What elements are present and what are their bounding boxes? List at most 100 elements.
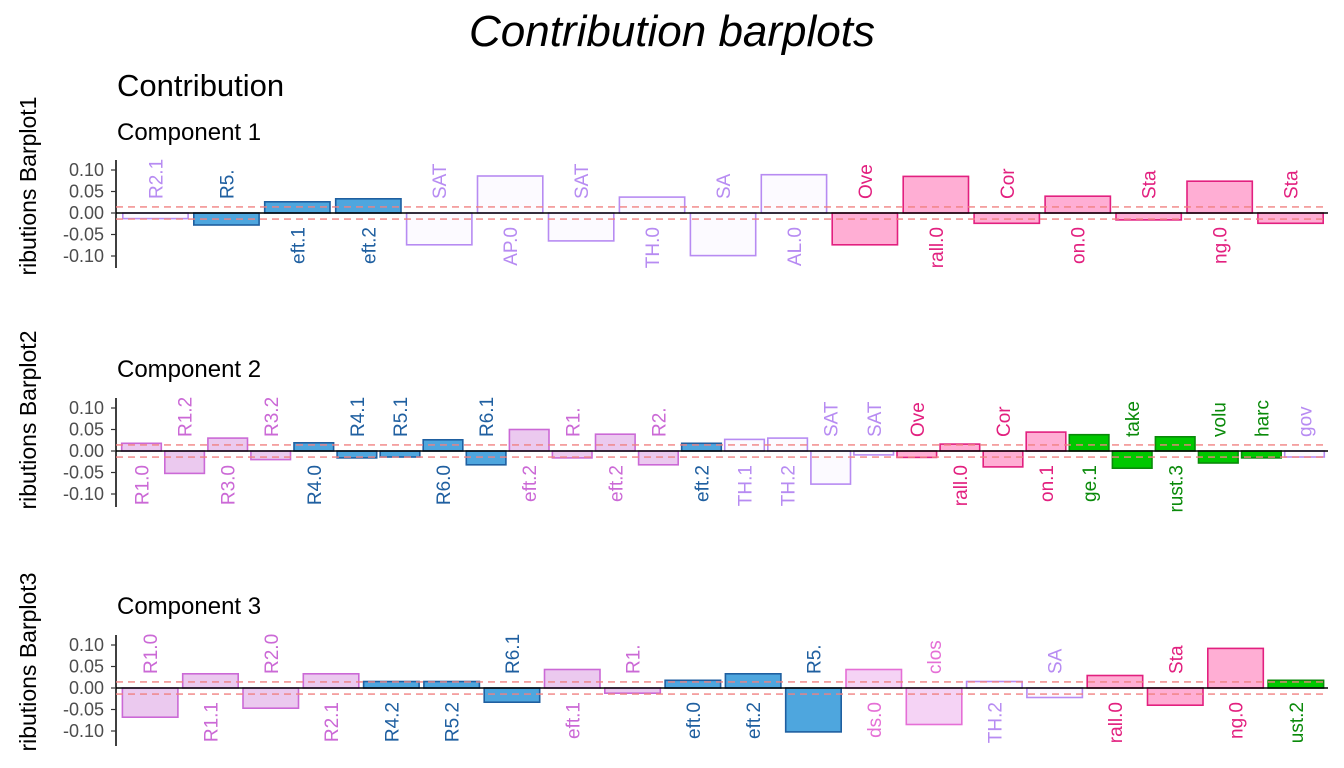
bar-label: eft.1 xyxy=(563,702,584,739)
bar-label: eft.2 xyxy=(744,702,765,739)
bar xyxy=(1025,431,1067,452)
bar-label: AL.0 xyxy=(785,227,806,266)
bar-label: rust.3 xyxy=(1166,465,1187,513)
bar-label: R4.2 xyxy=(382,702,403,742)
bar xyxy=(405,212,473,246)
bar-label: eft.1 xyxy=(288,227,309,264)
bar xyxy=(508,428,550,452)
bar xyxy=(242,687,300,710)
bar-label: ust.2 xyxy=(1287,702,1308,743)
bar xyxy=(181,672,239,689)
bar-label: R3.2 xyxy=(262,397,283,437)
bar-label: Sta xyxy=(1140,170,1161,199)
bar-label: R2.1 xyxy=(147,159,168,199)
bar-label: harc xyxy=(1252,400,1273,437)
y-tick-label: 0.10 xyxy=(69,398,104,418)
bar-label: TH.2 xyxy=(985,702,1006,743)
bar-label: gov xyxy=(1296,406,1317,437)
bar-label: Ove xyxy=(856,164,877,199)
bar-label: R2. xyxy=(649,407,670,437)
bar xyxy=(250,450,292,461)
bar-label: on.1 xyxy=(1037,465,1058,502)
y-tick-label: 0.00 xyxy=(69,203,104,223)
y-tick-label: -0.05 xyxy=(63,700,104,720)
bar-label: eft.2 xyxy=(606,465,627,502)
y-tick-label: 0.05 xyxy=(69,420,104,440)
bar xyxy=(1154,435,1196,452)
bar-label: TH.1 xyxy=(736,465,757,506)
y-axis-label: ributions Barplot2 xyxy=(15,331,41,510)
bar-label: R6.1 xyxy=(503,634,524,674)
bar-label: R5. xyxy=(805,644,826,674)
bar xyxy=(594,433,636,452)
bar-label: ge.1 xyxy=(1080,465,1101,502)
bar-label: eft.0 xyxy=(684,702,705,739)
bar xyxy=(680,442,723,452)
y-tick-label: -0.05 xyxy=(63,225,104,245)
y-axis-label: ributions Barplot1 xyxy=(15,97,41,276)
y-tick-label: -0.10 xyxy=(63,721,104,741)
bar-label: AP.0 xyxy=(501,227,522,266)
bar-label: SA xyxy=(714,173,735,199)
bar xyxy=(293,441,335,452)
bar-label: clos xyxy=(925,640,946,674)
bar xyxy=(1186,180,1254,214)
bar xyxy=(334,198,402,214)
bar xyxy=(1257,212,1325,225)
bar-label: volu xyxy=(1209,402,1230,437)
bar-label: R1. xyxy=(624,644,645,674)
bar-label: SA xyxy=(1046,648,1067,674)
bar-label: ds.0 xyxy=(865,702,886,738)
bar xyxy=(1283,450,1326,458)
bar-label: Ove xyxy=(908,402,929,437)
bar-label: eft.2 xyxy=(693,465,714,502)
bar xyxy=(982,450,1024,468)
y-axis-label: ributions Barplot3 xyxy=(15,573,41,752)
bar xyxy=(831,212,899,246)
bar-label: R5.2 xyxy=(443,702,464,742)
bar-label: Cor xyxy=(998,168,1019,199)
bar xyxy=(784,687,843,733)
panel-1: Component 1 ributions Barplot1 0.100.050.0… xyxy=(15,97,1328,276)
bar xyxy=(1111,450,1153,470)
bar xyxy=(845,668,903,689)
main-title: Contribution barplots xyxy=(469,7,875,56)
bar-label: rall.0 xyxy=(927,227,948,268)
bar-label: R1.1 xyxy=(202,702,223,742)
y-tick-label: -0.10 xyxy=(63,484,104,504)
bar xyxy=(1026,687,1084,699)
bar xyxy=(618,196,686,214)
subtitle: Contribution xyxy=(117,68,284,103)
bar xyxy=(973,212,1041,225)
panel-title: Component 1 xyxy=(117,119,261,146)
bar-label: TH.0 xyxy=(643,227,664,268)
bar-label: rall.0 xyxy=(1106,702,1127,743)
bar-label: R1.0 xyxy=(133,465,154,505)
y-tick-label: 0.00 xyxy=(69,441,104,461)
bar xyxy=(1146,687,1204,707)
bar xyxy=(724,672,782,689)
bar-label: SAT xyxy=(865,401,886,437)
bar-label: ng.0 xyxy=(1211,227,1232,264)
bar xyxy=(122,212,189,220)
bar-label: R1. xyxy=(563,407,584,437)
bar xyxy=(689,212,757,257)
bar-label: eft.2 xyxy=(520,465,541,502)
panel-title: Component 3 xyxy=(117,593,261,620)
bar xyxy=(164,450,206,475)
bar xyxy=(1068,433,1110,452)
bar-label: R5. xyxy=(217,169,238,199)
bar-label: ng.0 xyxy=(1227,702,1248,739)
bar-label: R1.2 xyxy=(176,397,197,437)
bar-label: eft.2 xyxy=(359,227,380,264)
bar xyxy=(637,450,679,466)
bar-label: R3.0 xyxy=(219,465,240,505)
bar-label: R2.1 xyxy=(322,702,343,742)
panel-title: Component 2 xyxy=(117,356,261,383)
bar xyxy=(483,687,541,703)
panel-3: Component 3 ributions Barplot3 0.100.050.0… xyxy=(15,573,1328,752)
bar xyxy=(465,450,507,466)
bar xyxy=(302,672,360,689)
panel-2: Component 2 ributions Barplot2 0.100.050.0… xyxy=(15,331,1328,513)
